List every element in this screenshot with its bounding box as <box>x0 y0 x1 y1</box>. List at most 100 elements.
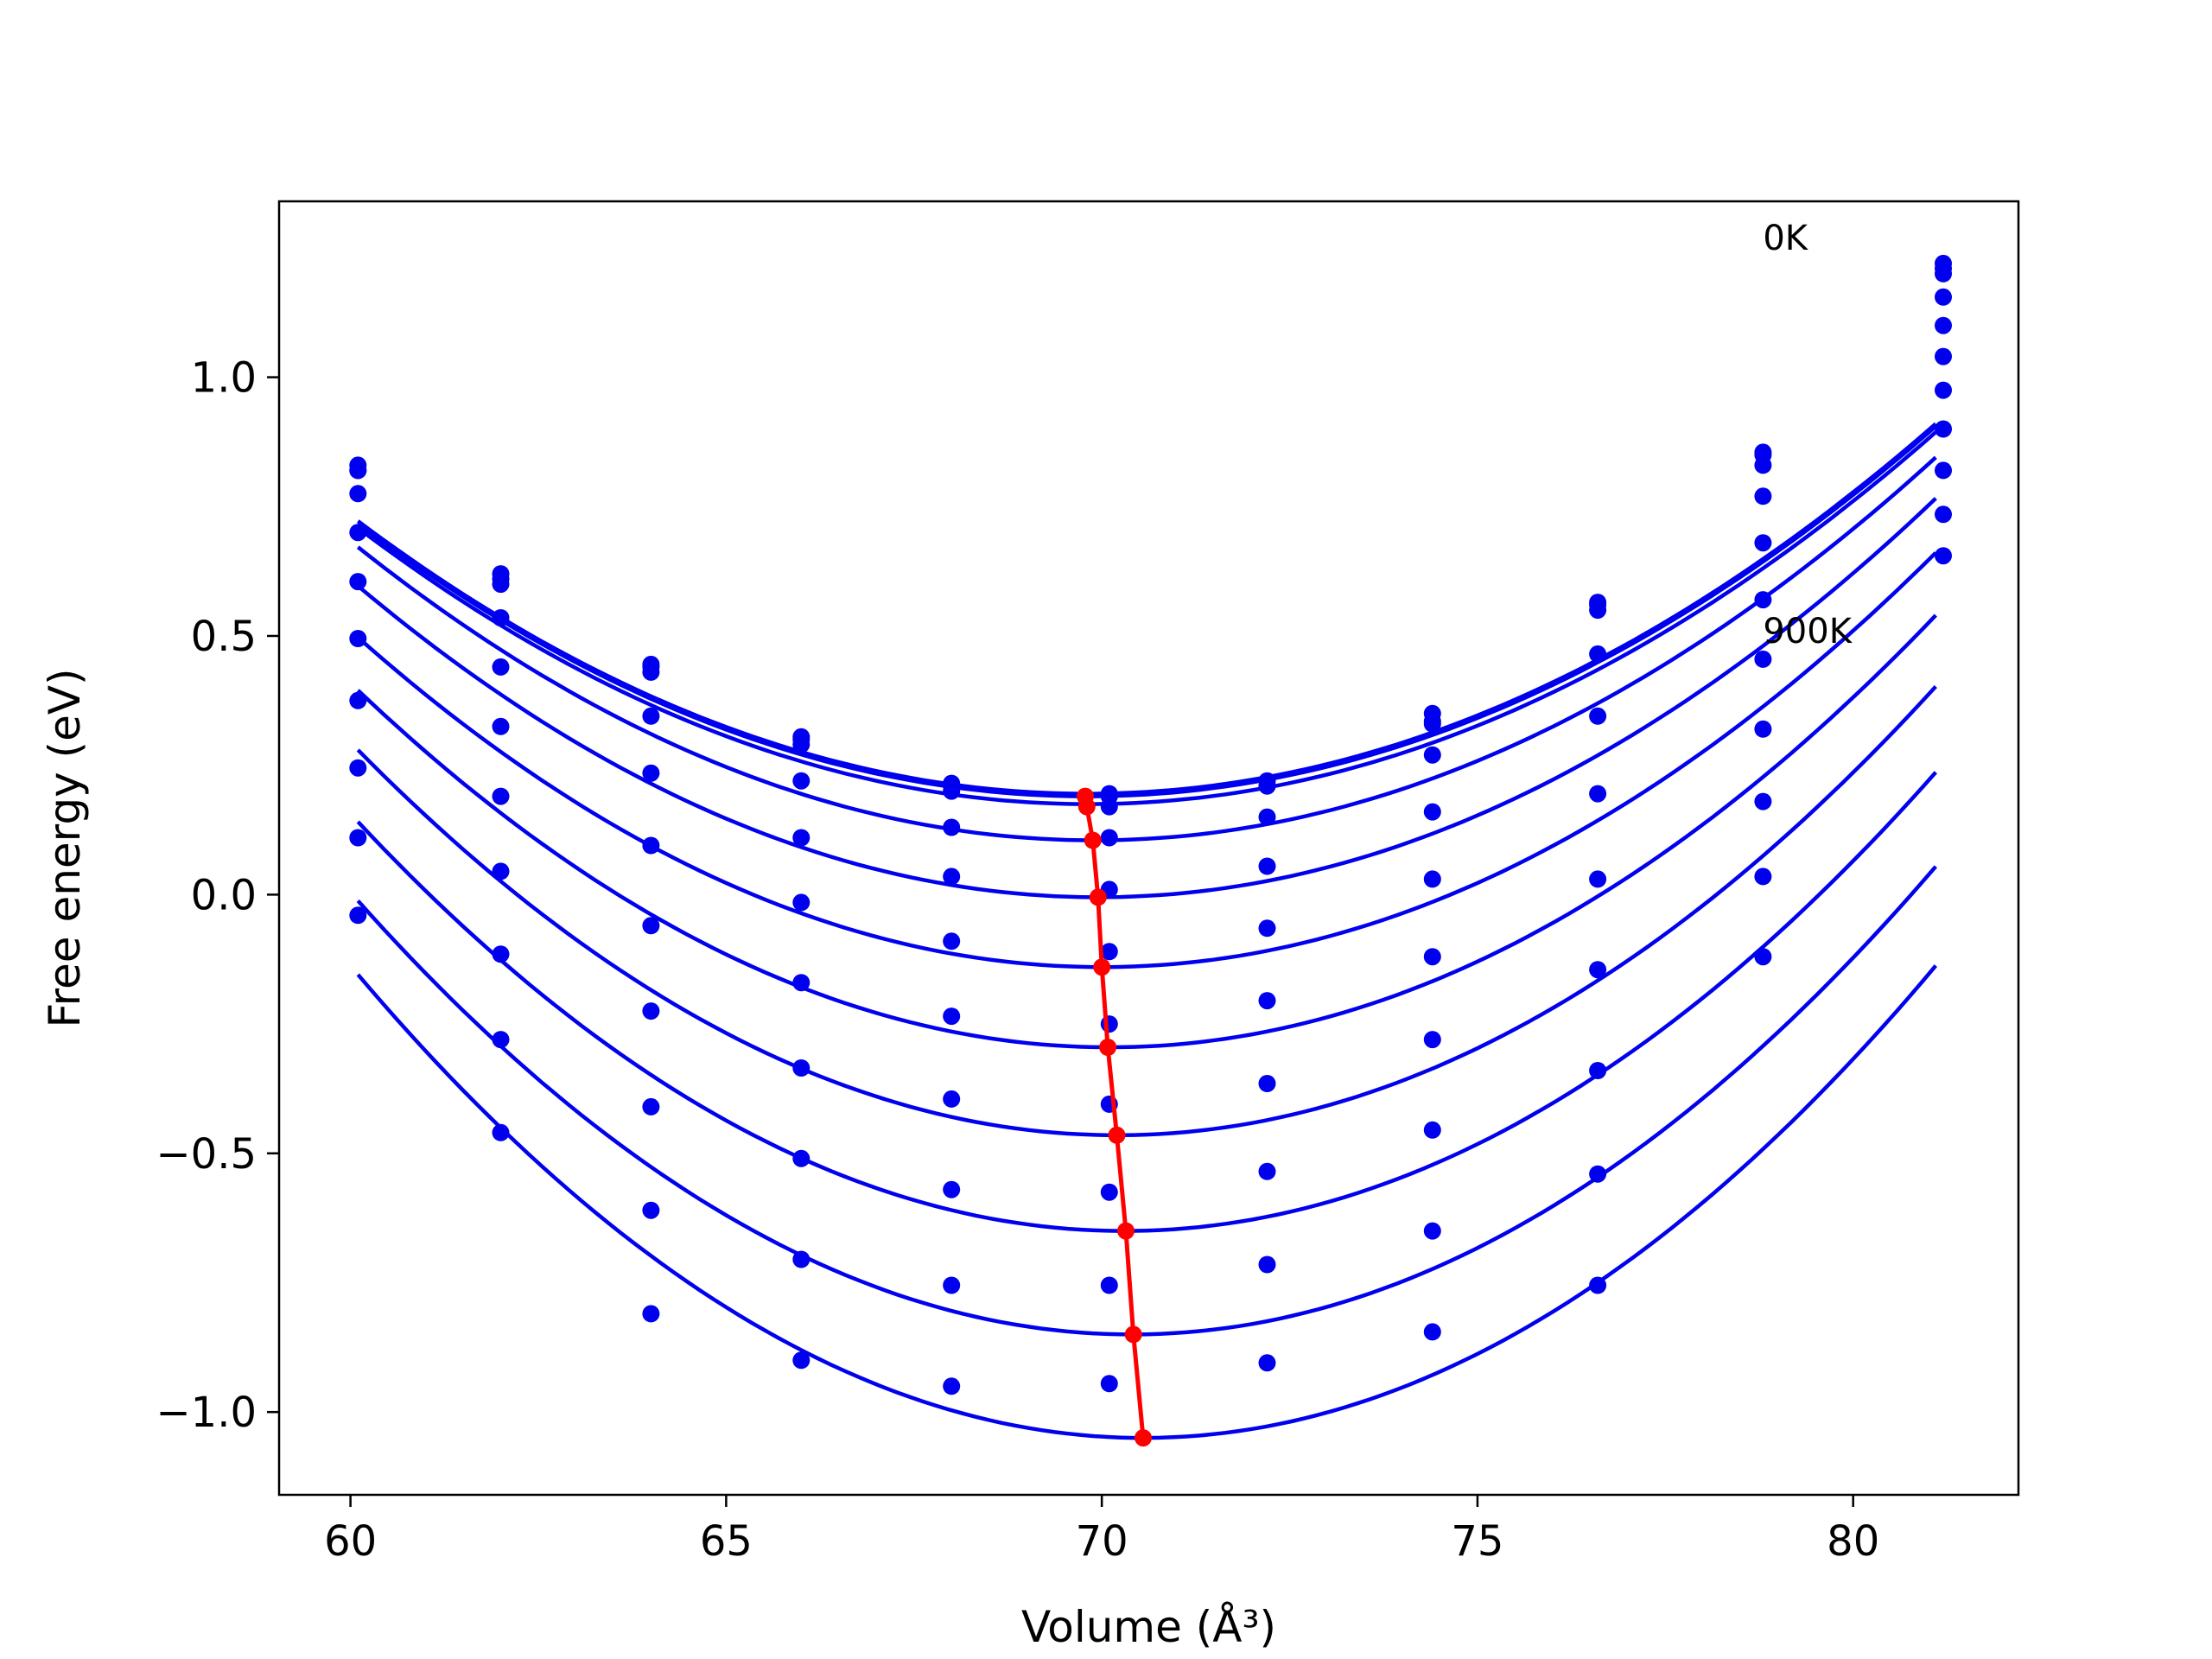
data-point-s7-4 <box>943 1090 961 1108</box>
data-point-s7-1 <box>492 862 510 880</box>
data-point-s6-0 <box>349 630 367 647</box>
data-point-s4-3 <box>792 829 810 847</box>
data-point-s5-4 <box>943 932 961 950</box>
data-point-s9-9 <box>1754 868 1772 886</box>
annotations: 0K 900K <box>1763 219 1853 652</box>
fit-curve-1 <box>356 424 1937 798</box>
data-point-s9-8 <box>1589 1165 1607 1183</box>
fit-curve-8 <box>356 771 1937 1233</box>
axis-ticks: 60 65 70 75 80 −1.0 −0.5 0.0 0.5 1.0 <box>156 354 1879 1566</box>
data-point-s9-7 <box>1423 1222 1441 1240</box>
data-point-s8-9 <box>1754 792 1772 810</box>
data-point-s5-3 <box>792 893 810 912</box>
data-point-s2-7 <box>1423 715 1441 733</box>
minimum-point-3 <box>1089 888 1107 906</box>
data-point-s8-6 <box>1258 1162 1276 1180</box>
data-point-s8-4 <box>943 1180 961 1198</box>
data-point-s4-2 <box>642 764 660 782</box>
data-point-s8-7 <box>1423 1121 1441 1139</box>
data-point-s3-7 <box>1423 746 1441 764</box>
data-point-s10-0 <box>349 906 367 925</box>
data-point-s3-9 <box>1754 487 1772 505</box>
data-point-s10-8 <box>1589 1276 1607 1294</box>
data-point-s8-10 <box>1935 461 1952 480</box>
y-axis-label: Free energy (eV) <box>40 668 90 1027</box>
minimum-point-1 <box>1077 798 1096 816</box>
data-point-s9-1 <box>492 1031 510 1049</box>
minimum-point-9 <box>1135 1429 1152 1447</box>
data-point-s3-8 <box>1589 645 1607 663</box>
fit-curve-4 <box>356 497 1937 899</box>
data-point-s5-1 <box>492 717 510 735</box>
data-point-s8-3 <box>792 1149 810 1167</box>
data-point-s2-2 <box>642 663 660 681</box>
fit-curve-7 <box>356 684 1937 1138</box>
y-tick-label-2: 0.0 <box>191 871 257 919</box>
data-point-s9-5 <box>1100 1276 1118 1294</box>
data-point-s3-10 <box>1935 288 1952 306</box>
minimum-point-6 <box>1108 1126 1126 1144</box>
data-point-s9-4 <box>943 1276 961 1294</box>
data-point-s6-1 <box>492 787 510 805</box>
fit-curve-9 <box>356 865 1937 1337</box>
data-point-s8-1 <box>492 945 510 963</box>
data-point-s7-9 <box>1754 720 1772 738</box>
data-point-s6-2 <box>642 917 660 935</box>
data-point-s2-10 <box>1935 264 1952 283</box>
y-tick-label-4: 1.0 <box>191 354 257 403</box>
data-point-s10-5 <box>1100 1375 1118 1393</box>
data-point-s5-9 <box>1754 591 1772 609</box>
data-point-s7-10 <box>1935 420 1952 438</box>
data-point-s5-5 <box>1100 943 1118 961</box>
data-point-s7-6 <box>1258 1075 1276 1092</box>
data-point-s9-2 <box>642 1201 660 1219</box>
data-point-s6-10 <box>1935 381 1952 399</box>
data-point-s2-0 <box>349 461 367 480</box>
minimum-point-7 <box>1117 1222 1135 1240</box>
data-point-s2-9 <box>1754 456 1772 474</box>
data-point-s3-6 <box>1258 808 1276 826</box>
data-point-s3-1 <box>492 609 510 626</box>
data-point-s2-4 <box>943 782 961 800</box>
data-point-s10-3 <box>792 1351 810 1370</box>
data-point-s5-8 <box>1589 785 1607 803</box>
fit-curve-6 <box>356 613 1937 1050</box>
x-tick-label-2: 70 <box>1076 1517 1128 1566</box>
x-tick-label-1: 65 <box>700 1517 753 1566</box>
x-tick-label-4: 80 <box>1827 1517 1879 1566</box>
data-point-s10-9 <box>1754 948 1772 966</box>
data-point-s10-2 <box>642 1305 660 1323</box>
data-point-s8-5 <box>1100 1183 1118 1201</box>
data-point-s4-4 <box>943 868 961 886</box>
data-point-s10-7 <box>1423 1323 1441 1341</box>
data-point-s5-10 <box>1935 347 1952 365</box>
data-point-s8-0 <box>349 759 367 777</box>
data-point-s3-4 <box>943 818 961 836</box>
data-point-s4-9 <box>1754 534 1772 552</box>
minimum-point-8 <box>1124 1325 1142 1344</box>
data-point-s6-5 <box>1100 1015 1118 1033</box>
data-point-s4-8 <box>1589 707 1607 725</box>
data-point-s7-3 <box>792 1059 810 1077</box>
data-point-s6-8 <box>1589 870 1607 888</box>
data-point-s2-1 <box>492 575 510 594</box>
data-point-s5-0 <box>349 573 367 591</box>
data-point-s5-6 <box>1258 919 1276 938</box>
data-point-s4-1 <box>492 658 510 676</box>
data-point-s4-10 <box>1935 316 1952 334</box>
data-point-s8-2 <box>642 1097 660 1116</box>
data-point-s2-3 <box>792 735 810 753</box>
data-point-s2-8 <box>1589 601 1607 620</box>
data-point-s2-6 <box>1258 777 1276 795</box>
data-point-s4-7 <box>1423 803 1441 821</box>
minimum-line <box>1083 796 1146 1439</box>
data-point-s6-7 <box>1423 948 1441 966</box>
y-tick-label-3: 0.5 <box>191 613 257 661</box>
data-point-s4-0 <box>349 524 367 542</box>
data-point-s5-7 <box>1423 870 1441 888</box>
data-point-s3-2 <box>642 707 660 725</box>
data-point-s4-6 <box>1258 857 1276 875</box>
data-point-s3-3 <box>792 772 810 790</box>
data-point-s5-2 <box>642 836 660 855</box>
data-point-s9-10 <box>1935 505 1952 524</box>
